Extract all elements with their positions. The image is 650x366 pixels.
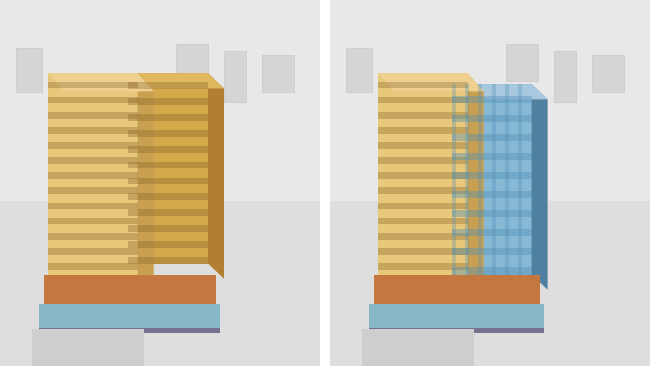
FancyBboxPatch shape — [0, 0, 320, 366]
Polygon shape — [378, 142, 467, 149]
Polygon shape — [330, 0, 650, 201]
Polygon shape — [378, 218, 467, 224]
FancyBboxPatch shape — [362, 329, 474, 366]
Polygon shape — [128, 178, 208, 184]
Polygon shape — [452, 172, 532, 179]
Polygon shape — [39, 328, 220, 333]
Polygon shape — [378, 187, 467, 194]
Polygon shape — [128, 225, 208, 232]
Polygon shape — [452, 210, 532, 217]
Polygon shape — [48, 142, 138, 149]
FancyBboxPatch shape — [592, 55, 625, 92]
Polygon shape — [452, 229, 532, 236]
Polygon shape — [138, 73, 154, 318]
Polygon shape — [374, 274, 540, 311]
Polygon shape — [465, 84, 469, 274]
Polygon shape — [128, 193, 208, 200]
FancyBboxPatch shape — [176, 44, 208, 81]
Polygon shape — [452, 153, 532, 160]
Polygon shape — [378, 233, 467, 240]
Polygon shape — [128, 82, 208, 89]
Polygon shape — [48, 73, 154, 92]
Polygon shape — [128, 241, 208, 248]
Polygon shape — [128, 98, 208, 105]
Polygon shape — [452, 84, 547, 100]
Polygon shape — [378, 278, 467, 285]
FancyBboxPatch shape — [263, 55, 294, 92]
FancyBboxPatch shape — [346, 48, 372, 92]
Polygon shape — [330, 201, 650, 366]
Polygon shape — [39, 304, 220, 329]
Polygon shape — [128, 257, 208, 264]
Polygon shape — [128, 73, 208, 264]
Polygon shape — [48, 293, 138, 300]
Polygon shape — [452, 248, 532, 255]
Polygon shape — [369, 304, 544, 329]
Polygon shape — [452, 267, 532, 274]
Polygon shape — [48, 112, 138, 119]
Polygon shape — [208, 73, 224, 279]
Polygon shape — [478, 84, 482, 274]
Polygon shape — [491, 84, 495, 274]
Polygon shape — [44, 274, 216, 311]
Polygon shape — [452, 84, 532, 274]
Polygon shape — [378, 263, 467, 270]
Polygon shape — [378, 172, 467, 179]
FancyBboxPatch shape — [32, 329, 144, 366]
Polygon shape — [128, 162, 208, 168]
Polygon shape — [48, 97, 138, 104]
Polygon shape — [0, 201, 320, 366]
Polygon shape — [378, 112, 467, 119]
Polygon shape — [48, 263, 138, 270]
Polygon shape — [48, 127, 138, 134]
FancyBboxPatch shape — [506, 44, 538, 81]
Polygon shape — [378, 157, 467, 164]
Polygon shape — [452, 191, 532, 198]
Polygon shape — [378, 127, 467, 134]
FancyBboxPatch shape — [16, 48, 42, 92]
Polygon shape — [128, 114, 208, 121]
FancyBboxPatch shape — [320, 0, 328, 366]
Polygon shape — [378, 73, 484, 92]
Polygon shape — [48, 157, 138, 164]
Polygon shape — [48, 187, 138, 194]
Polygon shape — [452, 115, 532, 122]
Polygon shape — [369, 328, 544, 333]
Polygon shape — [378, 82, 467, 88]
Polygon shape — [0, 0, 320, 201]
FancyBboxPatch shape — [330, 0, 650, 366]
Polygon shape — [48, 248, 138, 255]
FancyBboxPatch shape — [554, 51, 577, 102]
Polygon shape — [452, 134, 532, 141]
Polygon shape — [48, 202, 138, 209]
Polygon shape — [518, 84, 522, 274]
Polygon shape — [128, 146, 208, 153]
Polygon shape — [378, 202, 467, 209]
Polygon shape — [48, 73, 138, 300]
Polygon shape — [378, 97, 467, 104]
FancyBboxPatch shape — [224, 51, 246, 102]
Polygon shape — [532, 84, 547, 290]
Polygon shape — [452, 96, 532, 103]
Polygon shape — [467, 73, 484, 318]
Polygon shape — [505, 84, 509, 274]
Polygon shape — [48, 82, 138, 88]
Polygon shape — [128, 73, 224, 89]
Polygon shape — [128, 209, 208, 216]
Polygon shape — [128, 130, 208, 137]
Polygon shape — [48, 218, 138, 224]
Polygon shape — [48, 278, 138, 285]
Polygon shape — [378, 293, 467, 300]
Polygon shape — [378, 248, 467, 255]
Polygon shape — [452, 84, 456, 274]
Polygon shape — [378, 73, 467, 300]
Polygon shape — [48, 172, 138, 179]
Polygon shape — [48, 233, 138, 240]
